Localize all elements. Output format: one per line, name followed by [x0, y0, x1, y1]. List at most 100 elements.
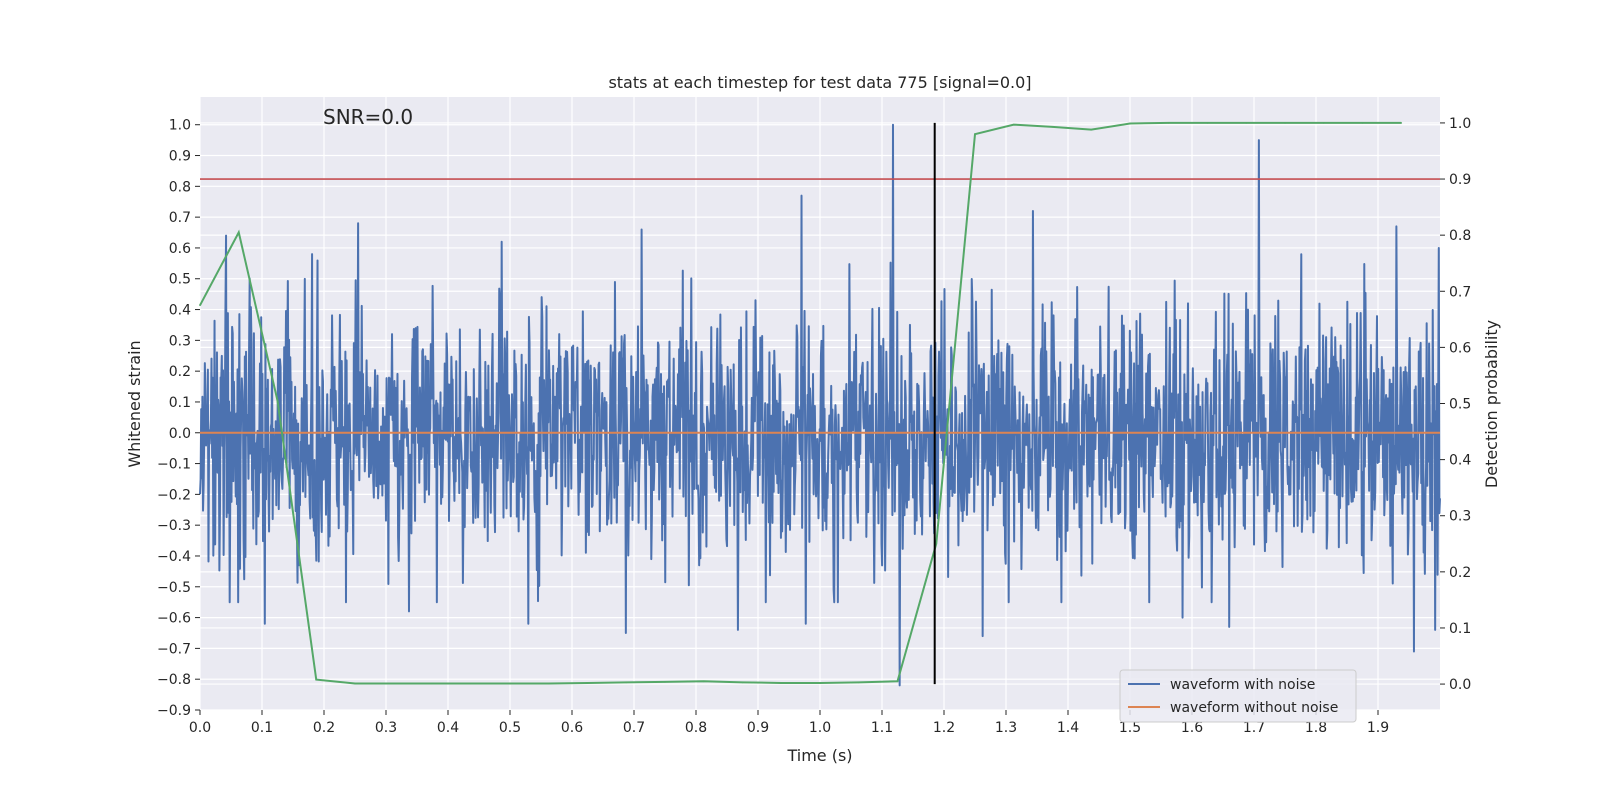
x-tick-label: 0.1 [251, 720, 273, 736]
detection-point [935, 542, 938, 545]
y-left-tick-label: −0.2 [157, 487, 191, 503]
detection-point [547, 682, 550, 685]
y-left-tick-label: −0.8 [157, 672, 191, 688]
y-right-tick-label: 0.2 [1449, 565, 1471, 581]
detection-point [702, 680, 705, 683]
y-right-tick-label: 0.4 [1449, 453, 1471, 469]
x-tick-label: 0.6 [561, 720, 583, 736]
x-tick-label: 1.9 [1367, 720, 1389, 736]
x-tick-label: 0.7 [623, 720, 645, 736]
x-tick-label: 0.2 [313, 720, 335, 736]
y-axis-right: 1.0 0.9 0.8 0.7 0.6 0.5 0.4 0.3 0.2 0.1 0.0 [1440, 116, 1471, 693]
x-tick-label: 1.3 [995, 720, 1017, 736]
y-left-tick-label: 0.2 [169, 364, 191, 380]
detection-point [276, 399, 279, 402]
detection-point [625, 681, 628, 684]
chart-title: stats at each timestep for test data 775… [608, 73, 1031, 92]
detection-point [1012, 123, 1015, 126]
detection-point [1284, 122, 1286, 124]
detection-point [780, 682, 783, 684]
detection-point [586, 682, 589, 684]
y-left-tick-label: 0.5 [169, 272, 191, 288]
y-axis-left: 1.0 0.9 0.8 0.7 0.6 0.5 0.4 0.3 0.2 0.1 0.0 −0.1 −0.… [157, 118, 200, 719]
detection-point [1206, 122, 1209, 124]
snr-annotation: SNR=0.0 [323, 105, 413, 129]
y-left-tick-label: 0.4 [169, 303, 191, 319]
legend-label-waveform-with-noise: waveform with noise [1170, 677, 1315, 693]
legend-box [1119, 669, 1357, 723]
y-right-tick-label: 0.3 [1449, 509, 1471, 525]
x-tick-label: 1.5 [1119, 720, 1141, 736]
x-tick-label: 0.3 [375, 720, 397, 736]
detection-point [315, 678, 318, 681]
y-left-tick-label: 0.9 [169, 149, 191, 165]
x-axis-label: Time (s) [786, 746, 852, 765]
y-left-tick-label: −0.9 [157, 703, 191, 719]
detection-point [1167, 122, 1170, 124]
y-right-tick-label: 0.7 [1449, 284, 1471, 300]
series-lines [199, 121, 1440, 685]
x-tick-label: 1.8 [1305, 720, 1327, 736]
series-line-detection-probability [199, 121, 1402, 685]
y-left-tick-label: 0.0 [169, 426, 191, 442]
y-left-tick-label: 0.6 [169, 241, 191, 257]
detection-point [741, 681, 744, 684]
x-tick-label: 0.8 [685, 720, 707, 736]
x-tick-label: 1.2 [933, 720, 955, 736]
y-right-tick-label: 1.0 [1449, 116, 1471, 132]
x-tick-label: 1.7 [1243, 720, 1265, 736]
detection-point [431, 682, 434, 685]
y-right-tick-label: 0.8 [1449, 228, 1471, 244]
detection-point [392, 682, 395, 685]
legend: waveform with noise waveform without noi… [1119, 669, 1357, 723]
x-tick-label: 1.1 [871, 720, 893, 736]
detection-point [354, 682, 356, 685]
y-left-tick-label: −0.7 [157, 641, 191, 657]
detection-point [857, 681, 860, 684]
y-right-tick-label: 0.9 [1449, 172, 1471, 188]
y-right-tick-label: 0.0 [1449, 677, 1471, 693]
y-left-tick-label: 0.3 [169, 333, 191, 349]
x-tick-label: 1.0 [809, 720, 831, 736]
y-left-tick-label: 0.8 [169, 179, 191, 195]
y-left-tick-label: −0.4 [157, 549, 191, 565]
legend-label-waveform-without-noise: waveform without noise [1170, 700, 1338, 716]
detection-point [470, 682, 473, 685]
series-line-waveform-with-noise [199, 123, 1441, 687]
detection-point [509, 682, 511, 685]
x-tick-label: 1.4 [1057, 720, 1079, 736]
y-left-tick-label: 0.7 [169, 210, 191, 226]
detection-point [974, 133, 976, 135]
y-left-tick-label: 0.1 [169, 395, 191, 411]
x-tick-label: 0.5 [499, 720, 521, 736]
y-left-tick-label: −0.1 [157, 457, 191, 473]
x-tick-label: 1.6 [1181, 720, 1203, 736]
detection-point [1400, 122, 1403, 124]
detection-point [237, 231, 240, 234]
y-left-tick-label: −0.3 [157, 518, 191, 534]
x-tick-label: 0.4 [437, 720, 459, 736]
detection-point [199, 304, 201, 307]
y-right-tick-label: 0.6 [1449, 340, 1471, 356]
detection-point [896, 680, 899, 683]
detection-point [1361, 122, 1364, 124]
y-left-tick-label: −0.6 [157, 611, 191, 627]
y-axis-right-label: Detection probability [1482, 320, 1501, 488]
y-right-tick-label: 0.1 [1449, 621, 1471, 637]
detection-point [1129, 122, 1131, 125]
x-tick-label: 0.0 [189, 720, 211, 736]
x-axis: 0.0 0.1 0.2 0.3 0.4 0.5 0.6 0.7 0.8 0.9 1.0 1.1 1.2 1… [189, 710, 1389, 736]
detection-point [1245, 122, 1248, 124]
detection-point [819, 682, 821, 684]
detection-point [664, 681, 666, 683]
y-right-tick-label: 0.5 [1449, 397, 1471, 413]
x-tick-label: 0.9 [747, 720, 769, 736]
detection-point [1090, 128, 1093, 131]
series-waveform-with-noise [199, 123, 1441, 687]
detection-point [1322, 122, 1325, 124]
detection-point [1051, 126, 1054, 128]
y-left-tick-label: 1.0 [169, 118, 191, 134]
y-axis-left-label: Whitened strain [125, 340, 144, 467]
y-left-tick-label: −0.5 [157, 580, 191, 596]
